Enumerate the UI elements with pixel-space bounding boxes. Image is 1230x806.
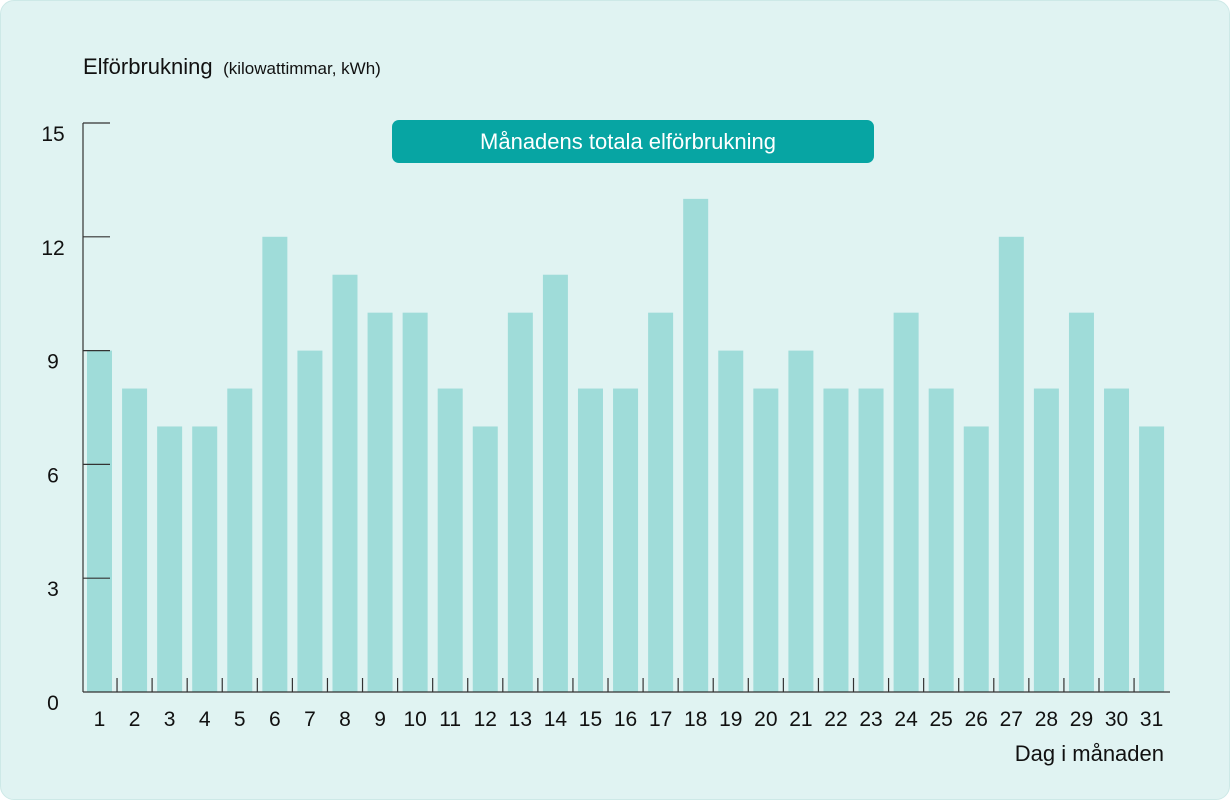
bar-day-17 [648, 312, 674, 692]
bar-day-31 [1139, 426, 1165, 692]
x-tick-label-25: 25 [930, 708, 953, 731]
x-tick-label-29: 29 [1070, 708, 1093, 731]
x-tick-label-22: 22 [824, 708, 847, 731]
bar-day-11 [437, 388, 463, 692]
x-tick-label-17: 17 [649, 708, 672, 731]
x-ticks-group: 1 2 3 4 5 6 7 8 9 10 11 12 13 14 15 16 17 18 19 20 21 22 23 24 2… [94, 678, 1163, 731]
x-tick-label-8: 8 [339, 708, 351, 731]
bar-day-12 [472, 426, 498, 692]
x-axis-title: Dag i månaden [1015, 741, 1164, 766]
bar-day-25 [928, 388, 954, 692]
bar-day-1 [87, 350, 112, 692]
bar-day-6 [262, 236, 288, 693]
x-tick-label-24: 24 [894, 708, 918, 731]
bar-day-16 [613, 388, 639, 692]
x-tick-label-20: 20 [754, 708, 777, 731]
x-tick-label-11: 11 [439, 708, 461, 731]
bar-day-20 [753, 388, 779, 692]
x-tick-label-27: 27 [1000, 708, 1023, 731]
bar-day-8 [332, 274, 358, 692]
y-tick-label-9: 9 [47, 351, 59, 374]
bar-day-7 [297, 350, 323, 692]
x-tick-label-18: 18 [684, 708, 707, 731]
x-tick-label-21: 21 [789, 708, 812, 731]
x-tick-label-31: 31 [1140, 708, 1163, 731]
x-tick-label-16: 16 [614, 708, 637, 731]
bar-day-23 [858, 388, 884, 692]
bar-day-18 [683, 198, 709, 692]
x-tick-label-10: 10 [403, 708, 426, 731]
x-tick-label-3: 3 [164, 708, 176, 731]
x-tick-label-5: 5 [234, 708, 246, 731]
x-tick-label-23: 23 [859, 708, 882, 731]
x-tick-label-7: 7 [304, 708, 316, 731]
y-tick-label-0: 0 [47, 692, 59, 715]
bar-day-2 [122, 388, 148, 692]
bar-day-21 [788, 350, 814, 692]
x-tick-label-14: 14 [544, 708, 568, 731]
x-tick-label-9: 9 [374, 708, 386, 731]
x-tick-label-1: 1 [94, 708, 106, 731]
bar-day-28 [1033, 388, 1059, 692]
x-tick-label-26: 26 [965, 708, 988, 731]
bar-day-13 [507, 312, 533, 692]
bar-day-26 [963, 426, 989, 692]
x-tick-label-30: 30 [1105, 708, 1128, 731]
bar-day-14 [542, 274, 568, 692]
bar-day-5 [227, 388, 253, 692]
y-tick-label-6: 6 [47, 464, 59, 487]
bar-day-29 [1068, 312, 1094, 692]
bar-day-30 [1104, 388, 1130, 692]
bars-group [87, 198, 1165, 693]
x-tick-label-12: 12 [474, 708, 497, 731]
y-ticks-group: 0 3 6 9 12 15 [41, 122, 110, 715]
bar-day-4 [192, 426, 218, 692]
x-tick-label-19: 19 [719, 708, 742, 731]
y-axis-title-unit: (kilowattimmar, kWh) [223, 59, 381, 78]
y-tick-label-15: 15 [41, 123, 64, 146]
y-axis-title: Elförbrukning (kilowattimmar, kWh) [83, 54, 381, 79]
x-tick-label-6: 6 [269, 708, 281, 731]
axes-group [82, 123, 1170, 693]
bar-day-15 [577, 388, 603, 692]
x-tick-label-2: 2 [129, 708, 141, 731]
x-tick-label-4: 4 [199, 708, 211, 731]
chart-title-banner: Månadens totala elförbrukning [392, 120, 874, 163]
x-tick-label-15: 15 [579, 708, 602, 731]
bar-day-19 [718, 350, 744, 692]
bar-day-24 [893, 312, 919, 692]
y-tick-label-3: 3 [47, 578, 59, 601]
bar-day-22 [823, 388, 849, 692]
chart-title: Månadens totala elförbrukning [480, 129, 776, 154]
bar-day-3 [157, 426, 183, 692]
bar-day-27 [998, 236, 1024, 693]
bar-day-9 [367, 312, 393, 692]
y-tick-label-12: 12 [41, 237, 64, 260]
x-tick-label-28: 28 [1035, 708, 1058, 731]
bar-day-10 [402, 312, 428, 692]
x-tick-label-13: 13 [509, 708, 532, 731]
chart-title-banner-bg [392, 120, 874, 163]
y-axis-title-main: Elförbrukning [83, 54, 213, 79]
